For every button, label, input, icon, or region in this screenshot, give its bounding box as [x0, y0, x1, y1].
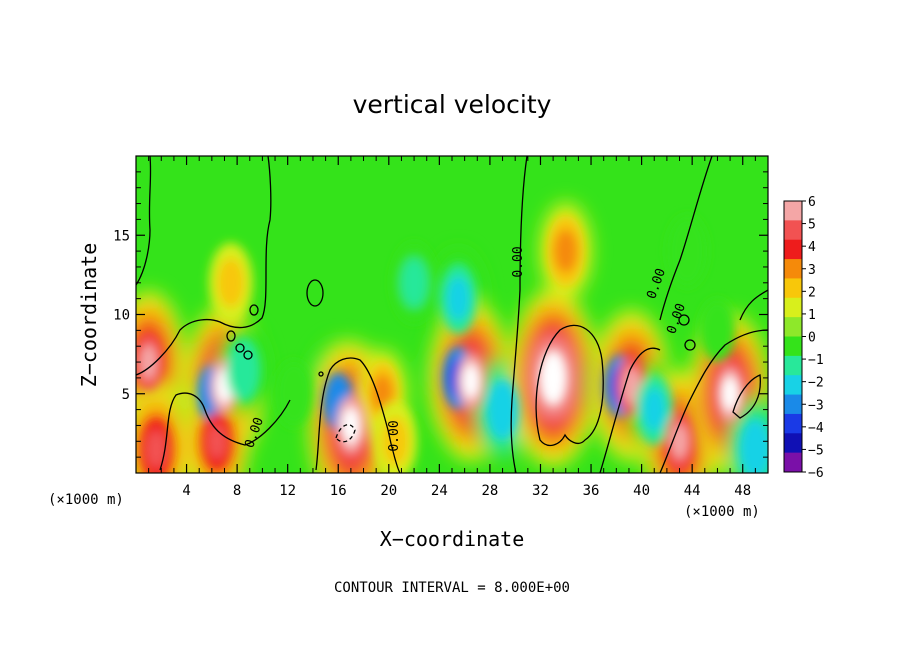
zero-contour-line — [599, 347, 661, 473]
velocity-cell — [462, 364, 480, 399]
colorbar-segment — [784, 201, 802, 221]
colorbar-segment — [784, 355, 802, 376]
velocity-cell — [400, 258, 428, 308]
zero-contour-line — [510, 156, 528, 473]
colorbar-segment — [784, 336, 802, 357]
x-tick-label: 28 — [481, 483, 498, 499]
velocity-cell — [217, 258, 245, 308]
zero-contour-line — [315, 357, 401, 473]
x-tick-label: 20 — [380, 483, 397, 499]
x-axis-label: X−coordinate — [380, 527, 525, 551]
colorbar-tick-label: 0 — [808, 331, 816, 346]
x-tick-label: 40 — [633, 483, 650, 499]
velocity-cell — [554, 229, 578, 273]
colorbar-tick-label: −6 — [808, 466, 824, 481]
velocity-cell — [745, 430, 766, 468]
colorbar-segment — [784, 259, 802, 279]
y-axis-label: Z−coordinate — [77, 243, 101, 388]
y-axis-ticks: 5 10 15 — [113, 171, 768, 458]
colorbar-segment — [784, 297, 802, 318]
colorbar-segment — [784, 278, 802, 299]
velocity-cell — [622, 367, 641, 405]
plot-area: 0.00 0.000.000.000.00 — [136, 156, 768, 473]
colorbar-tick-label: −4 — [808, 421, 824, 436]
x-tick-label: 48 — [734, 483, 751, 499]
x-tick-label: 32 — [532, 483, 549, 499]
contour-label: 0.00 — [387, 420, 402, 451]
velocity-cell — [446, 276, 470, 321]
negative-contour — [335, 424, 356, 443]
colorbar-tick-label: 2 — [808, 285, 816, 300]
colorbar-tick-label: 3 — [808, 263, 816, 278]
velocity-cell — [232, 350, 255, 390]
colorbar-tick-label: −5 — [808, 443, 824, 458]
closed-contour — [249, 304, 259, 316]
x-tick-label: 4 — [182, 483, 190, 499]
closed-contour — [684, 339, 696, 351]
x-axis-ticks: 4 8 12 16 20 24 28 32 36 40 44 48 — [148, 156, 756, 499]
colorbar-tick-label: −1 — [808, 353, 824, 368]
colorbar-segment — [784, 375, 802, 396]
velocity-cell — [146, 430, 166, 469]
colorbar-segment — [784, 413, 802, 434]
closed-contour — [678, 314, 690, 326]
colorbar-segment — [784, 394, 802, 415]
velocity-cell — [207, 423, 227, 460]
closed-contour — [318, 371, 324, 377]
closed-contour — [732, 374, 761, 419]
colorbar-tick-label: 1 — [808, 308, 816, 323]
closed-contour — [235, 343, 245, 353]
colorbar-segment — [784, 452, 802, 473]
zero-contour-line — [659, 156, 713, 321]
colorbar-tick-label: 4 — [808, 240, 816, 255]
colorbar-segment — [784, 220, 802, 241]
x-tick-label: 8 — [233, 483, 241, 499]
closed-contour — [535, 324, 604, 447]
colorbar-segment — [784, 239, 802, 260]
y-tick-label: 5 — [122, 387, 130, 403]
velocity-cell — [721, 376, 739, 411]
contour-interval-footer: CONTOUR INTERVAL = 8.000E+00 — [334, 580, 570, 596]
velocity-cell — [670, 423, 689, 459]
y-tick-label: 10 — [113, 308, 130, 324]
zero-contour-line — [159, 392, 291, 471]
velocity-cell — [699, 299, 736, 362]
zero-contour-line — [136, 156, 152, 286]
closed-contour — [226, 330, 236, 342]
x-tick-label: 44 — [684, 483, 701, 499]
chart-title: vertical velocity — [353, 90, 552, 119]
x-unit-label-left: (×1000 m) — [48, 492, 124, 508]
zero-contour-line — [136, 156, 272, 376]
x-unit-label-right: (×1000 m) — [684, 504, 760, 520]
x-tick-label: 12 — [279, 483, 296, 499]
zero-contour-line — [659, 329, 768, 473]
zero-contour-line — [739, 289, 768, 321]
x-tick-label: 16 — [330, 483, 347, 499]
closed-contour — [306, 279, 324, 307]
colorbar-tick-label: −3 — [808, 398, 824, 413]
velocity-cell — [492, 390, 513, 429]
x-tick-label: 36 — [583, 483, 600, 499]
colorbar-tick-label: 5 — [808, 218, 816, 233]
colorbar-tick-label: 6 — [808, 195, 816, 210]
colorbar-segment — [784, 317, 802, 337]
colorbar: 6 5 4 3 2 1 0 −1 −2 −3 −4 −5 −6 — [783, 195, 824, 481]
x-tick-label: 24 — [431, 483, 448, 499]
colorbar-tick-label: −2 — [808, 376, 824, 391]
contour-label: 0.00 — [511, 246, 526, 277]
velocity-cell — [674, 229, 700, 273]
y-tick-label: 15 — [113, 228, 130, 244]
velocity-cell — [642, 387, 666, 432]
closed-contour — [243, 350, 253, 360]
velocity-cell — [544, 361, 562, 395]
colorbar-segment — [784, 433, 802, 454]
